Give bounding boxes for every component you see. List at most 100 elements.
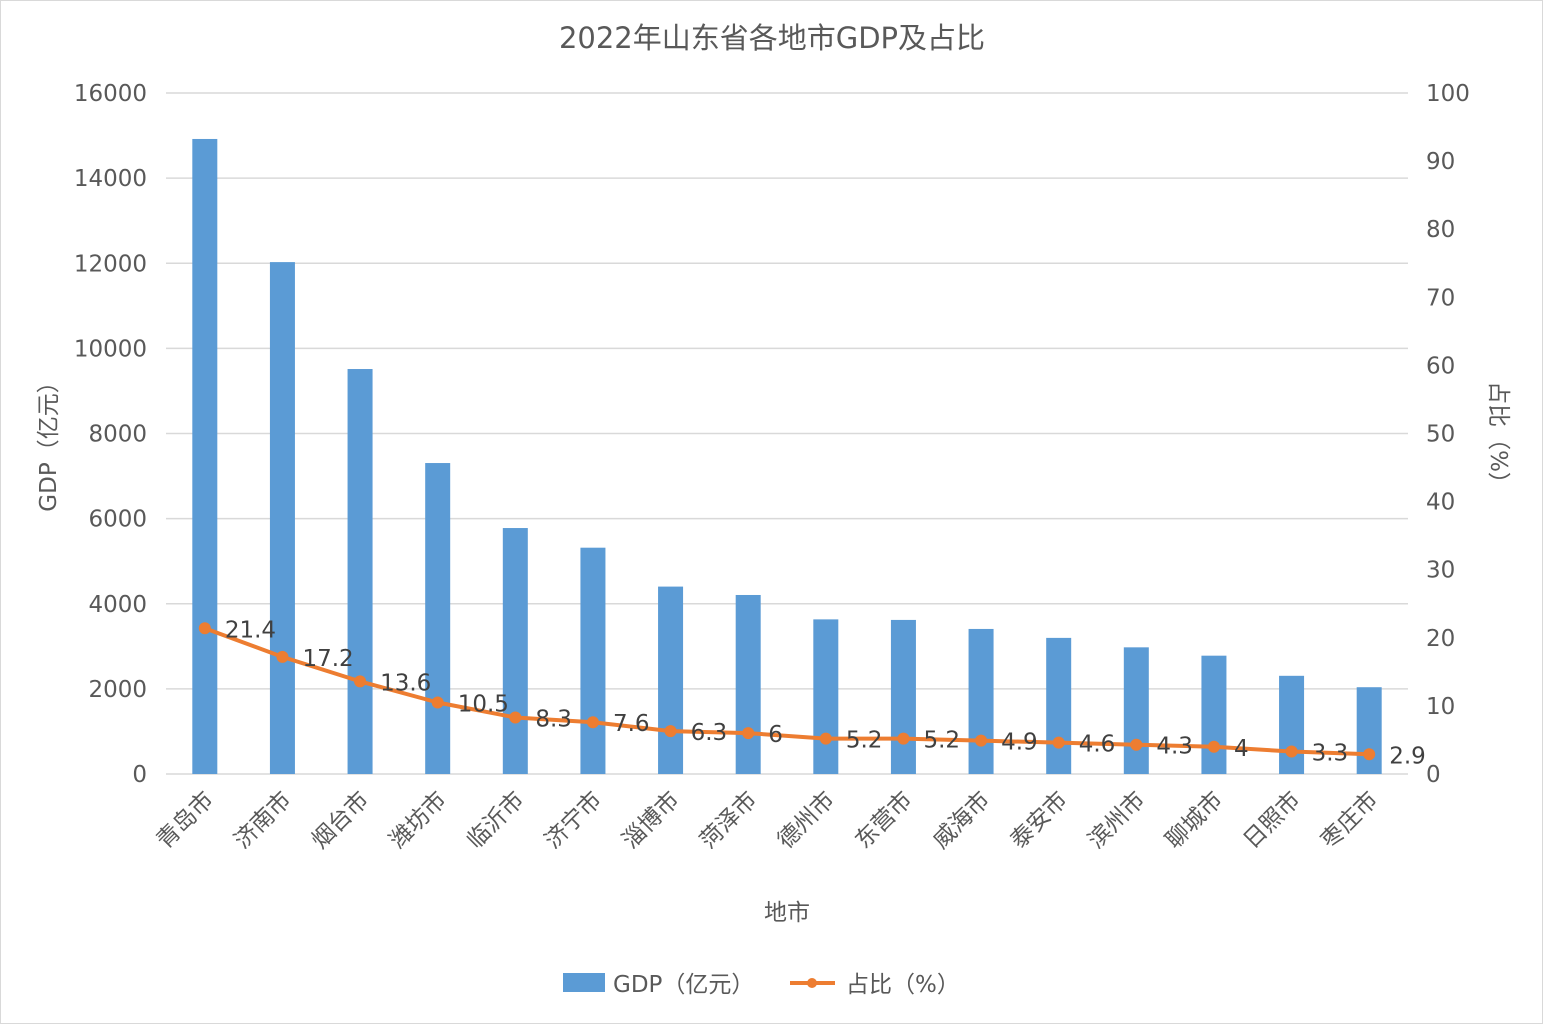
share-data-label: 7.6 [613, 711, 650, 737]
legend-line-label: 占比（%） [846, 972, 960, 998]
legend-bar-swatch [563, 973, 605, 992]
share-data-label: 8.3 [535, 706, 572, 732]
gdp-bar [1201, 655, 1227, 774]
gdp-bar [735, 594, 761, 774]
y2-tick-label: 10 [1426, 694, 1455, 720]
y2-tick-label: 80 [1426, 217, 1455, 243]
gdp-bar [269, 262, 295, 774]
x-category-label: 东营市 [851, 787, 918, 854]
gdp-bar [502, 528, 528, 774]
y-axis-right-title: 占比（%） [1485, 381, 1511, 495]
share-data-label: 5.2 [923, 728, 960, 754]
share-data-label: 3.3 [1312, 741, 1349, 767]
gdp-bar [1123, 647, 1149, 774]
gdp-bar [890, 619, 916, 774]
x-category-label: 日照市 [1239, 787, 1306, 854]
y-tick-label: 0 [132, 762, 147, 788]
gdp-bar [347, 369, 373, 774]
share-marker [1285, 745, 1298, 758]
y-tick-label: 6000 [88, 507, 147, 533]
gdp-bar [425, 463, 451, 774]
y2-tick-label: 50 [1426, 422, 1455, 448]
share-marker [431, 696, 444, 709]
gdp-bar [1046, 637, 1072, 774]
share-data-label: 10.5 [458, 691, 509, 717]
share-line-series: 21.4 17.2 13.6 10.5 8.3 7.6 6.3 6 5.2 5.2 4.9 4.6 4.… [198, 617, 1426, 769]
x-category-label: 烟台市 [307, 787, 374, 854]
y-tick-label: 8000 [88, 422, 147, 448]
chart-title: 2022年山东省各地市GDP及占比 [559, 21, 985, 55]
x-category-label: 济宁市 [540, 787, 607, 854]
share-marker [1207, 740, 1220, 753]
x-category-label: 潍坊市 [385, 787, 452, 854]
x-category-label: 枣庄市 [1316, 787, 1383, 854]
share-marker [354, 675, 367, 688]
x-category-label: 淄博市 [618, 787, 685, 854]
x-category-label: 滨州市 [1083, 787, 1150, 854]
share-marker [975, 734, 988, 747]
x-category-label: 济南市 [230, 787, 297, 854]
share-data-label: 6.3 [691, 720, 728, 746]
share-marker [1363, 748, 1376, 761]
y-tick-label: 14000 [74, 166, 147, 192]
gdp-bar [968, 628, 994, 774]
legend-bar-label: GDP（亿元） [613, 972, 754, 998]
y2-tick-label: 70 [1426, 285, 1455, 311]
share-marker [586, 716, 599, 729]
share-marker [1130, 738, 1143, 751]
y-axis-right-ticks: 0 10 20 30 40 50 60 70 80 90 100 [1426, 81, 1470, 788]
legend: GDP（亿元） 占比（%） [563, 972, 960, 998]
share-marker [276, 650, 289, 663]
y2-tick-label: 40 [1426, 490, 1455, 516]
y-tick-label: 2000 [88, 677, 147, 703]
share-data-label: 13.6 [380, 670, 431, 696]
gdp-bar [1356, 687, 1382, 774]
share-data-label: 4.6 [1079, 732, 1116, 758]
y2-tick-label: 60 [1426, 353, 1455, 379]
y2-tick-label: 90 [1426, 149, 1455, 175]
y2-tick-label: 20 [1426, 626, 1455, 652]
y2-tick-label: 0 [1426, 762, 1441, 788]
x-category-label: 德州市 [773, 787, 840, 854]
gdp-bar [192, 138, 218, 774]
gdp-bar [1279, 675, 1305, 774]
x-category-label: 威海市 [928, 787, 995, 854]
y2-tick-label: 30 [1426, 558, 1455, 584]
share-marker [742, 727, 755, 740]
x-axis-category-labels: 青岛市 济南市 烟台市 潍坊市 临沂市 济宁市 淄博市 菏泽市 德州市 东营市 威海市 泰安市 滨州市聊… [152, 787, 1384, 854]
share-marker [819, 732, 832, 745]
y-axis-left-title: GDP（亿元） [36, 370, 62, 511]
gdp-bar [813, 619, 839, 774]
share-marker [509, 711, 522, 724]
gdp-bar [658, 586, 684, 774]
x-category-label: 菏泽市 [695, 787, 762, 854]
y-tick-label: 10000 [74, 336, 147, 362]
share-marker [664, 725, 677, 738]
x-category-label: 泰安市 [1006, 787, 1073, 854]
share-data-label: 2.9 [1389, 743, 1426, 769]
x-category-label: 临沂市 [462, 787, 529, 854]
share-marker [198, 622, 211, 635]
y-tick-label: 4000 [88, 592, 147, 618]
share-data-label: 4 [1234, 736, 1249, 762]
share-line [204, 626, 1370, 757]
y-tick-label: 12000 [74, 251, 147, 277]
gridlines [166, 92, 1408, 775]
share-data-label: 4.9 [1001, 730, 1038, 756]
gdp-bar [580, 547, 606, 774]
share-marker [897, 732, 910, 745]
y-axis-left-ticks: 0 2000 4000 6000 8000 10000 12000 14000 16000 [74, 81, 147, 788]
x-category-label: 青岛市 [152, 787, 219, 854]
x-axis-title: 地市 [764, 900, 810, 926]
share-data-label: 17.2 [302, 646, 353, 672]
gdp-bar-series [192, 138, 1382, 774]
share-data-label: 5.2 [846, 728, 883, 754]
share-marker [1052, 736, 1065, 749]
share-data-label: 21.4 [225, 617, 276, 643]
x-category-label: 聊城市 [1161, 787, 1228, 854]
share-data-label: 6 [768, 722, 783, 748]
y2-tick-label: 100 [1426, 81, 1470, 107]
share-data-label: 4.3 [1156, 734, 1193, 760]
